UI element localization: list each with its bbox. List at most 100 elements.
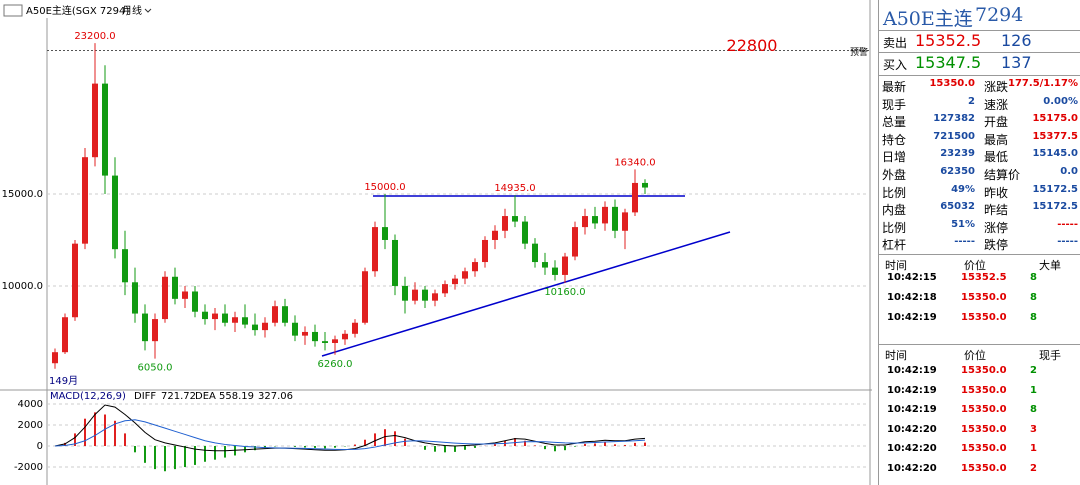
stat-value: 65032 [940,201,975,213]
candle-body [72,243,78,318]
buy-size: 137 [1001,53,1032,72]
candle-body [462,271,468,279]
tick-price: 15350.0 [961,292,1007,303]
stat-label: 速涨 [984,97,1009,112]
stat-value: 49% [951,183,975,195]
tick-price: 15352.5 [961,272,1007,283]
stat-label: 比例 [882,220,907,235]
y-tick-label: -2000 [14,462,43,473]
candle-body [482,239,488,263]
candle-body [452,278,458,285]
y-tick-label: 10000.0 [2,281,43,292]
stat-value: 15350.0 [929,78,975,89]
candle-body [232,317,238,323]
candle-body [172,276,178,299]
candle-body [372,227,378,272]
candle-body [132,282,138,314]
stat-value: 62350 [940,166,975,177]
table-header: 大单 [1039,259,1061,272]
stat-label: 最新 [882,80,907,94]
candle-body [102,83,108,176]
candle-body [212,313,218,320]
toolbar-icon[interactable] [3,4,23,17]
stat-label: 最高 [984,132,1009,147]
candle-body [342,333,348,340]
tick-price: 15350.0 [961,423,1007,435]
candle-body [292,322,298,336]
tick-volume: 8 [1030,404,1037,415]
table-header: 时间 [885,259,907,272]
tick-time: 10:42:15 [887,272,937,283]
tick-time: 10:42:19 [887,384,937,396]
sell-label: 卖出 [883,36,908,50]
buy-price: 15347.5 [915,53,982,72]
candle-body [492,230,498,240]
candle-body [502,216,508,231]
stat-label: 结算价 [984,168,1021,182]
tick-volume: 2 [1030,462,1037,474]
candle-body [422,289,428,301]
dropdown-arrow[interactable] [144,8,152,13]
price-annotation: 6050.0 [138,363,173,374]
quote-panel: A50E主连 7294 卖出 15352.5 126 买入 15347.5 13… [878,0,1080,485]
divider [879,254,1080,255]
tick-time: 10:42:20 [887,443,937,454]
tick-price: 15350.0 [961,365,1007,376]
stat-label: 内盘 [882,203,907,218]
candle-body [92,83,98,158]
price-annotation: 10160.0 [544,287,585,298]
stat-value: 15145.0 [1032,148,1078,160]
tick-price: 15350.0 [961,443,1007,454]
candle-body [302,331,308,336]
candle-body [432,293,438,301]
diff-label: DIFF [134,391,156,402]
tick-volume: 8 [1030,272,1037,283]
bars-label: 149月 [49,375,78,387]
toolbar-symbol[interactable]: A50E主连(SGX 7294) [26,4,129,17]
stat-label: 开盘 [984,115,1009,130]
stat-label: 比例 [882,185,907,200]
stat-label: 现手 [882,97,907,112]
dea-value: 558.19 [219,391,254,402]
candle-body [272,306,278,323]
candle-body [532,243,538,263]
stat-value: 51% [951,218,975,230]
chart-bg [0,0,872,485]
candle-body [262,322,268,331]
toolbar-period[interactable]: 月线 [122,4,142,17]
table-header: 价位 [964,259,986,272]
candle-body [542,262,548,268]
price-annotation: 16340.0 [614,157,655,168]
price-annotation: 6260.0 [318,359,353,370]
stat-value: 15175.0 [1032,113,1078,125]
price-annotation: 15000.0 [364,182,405,193]
candle-body [312,331,318,342]
candle-body [602,206,608,224]
candle-body [282,306,288,323]
candle-body [152,319,158,342]
table-header: 时间 [885,349,907,362]
candle-body [362,271,368,323]
price-annotation: 14935.0 [494,183,535,194]
stat-label: 外盘 [882,168,907,182]
stat-label: 跌停 [984,238,1009,253]
candle-body [572,227,578,257]
candle-body [442,284,448,294]
candle-body [142,313,148,342]
candle-body [182,291,188,299]
tick-volume: 8 [1030,292,1037,303]
y-tick-label: 15000.0 [2,189,43,200]
stat-label: 杠杆 [882,238,907,253]
tick-volume: 1 [1030,443,1037,454]
stat-value: ----- [954,236,975,248]
quote-code: 7294 [975,4,1024,26]
candle-body [632,182,638,213]
chart: A50E主连(SGX 7294) 月线 10000.0 15000.0 22800 预… [0,0,872,485]
dea-line [54,419,646,450]
stat-value: 721500 [933,130,975,142]
candle-body [52,352,58,364]
candle-body [512,216,518,222]
stat-value: 23239 [940,148,975,160]
macd-title: MACD(12,26,9) [50,391,126,402]
